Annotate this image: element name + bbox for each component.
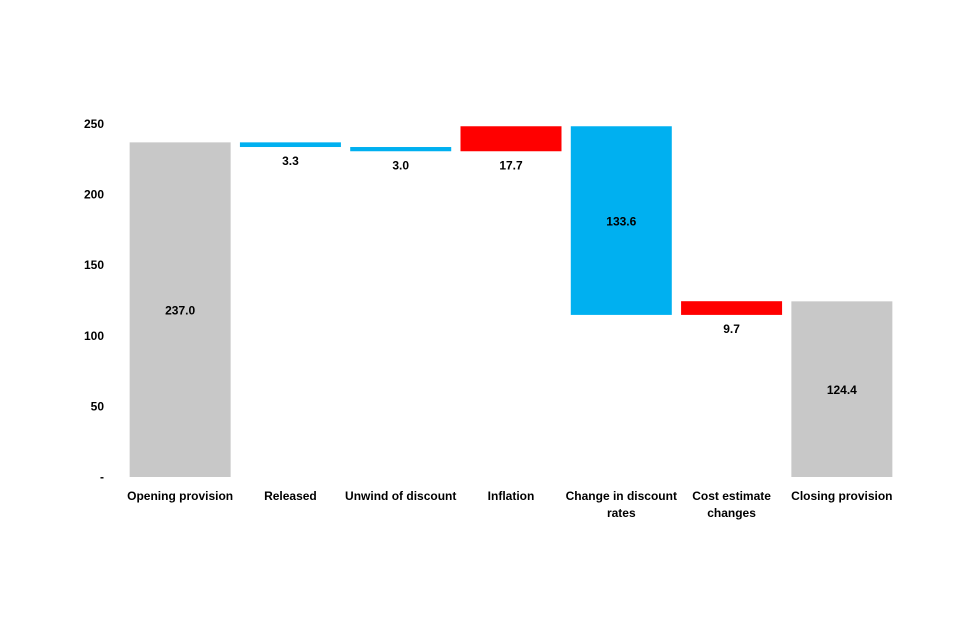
y-tick-label: 50	[91, 399, 105, 413]
category-label: Opening provision	[127, 489, 233, 503]
y-tick-label: -	[100, 470, 104, 484]
bar-total	[791, 301, 893, 477]
category-label: Unwind of discount	[345, 489, 456, 503]
data-label: 124.4	[827, 383, 857, 397]
bar-increase	[460, 126, 562, 152]
data-labels: 237.0 3.3 3.0 17.7 133.6 9.7 124.4	[165, 154, 857, 397]
y-tick-label: 250	[84, 117, 104, 131]
data-label: 17.7	[499, 158, 523, 172]
category-label: Cost estimate	[692, 489, 771, 503]
x-axis: Opening provision Released Unwind of disco…	[127, 489, 892, 520]
data-label: 3.0	[392, 158, 409, 172]
y-axis: - 50 100 150 200 250	[84, 117, 104, 484]
bar-decrease	[350, 147, 452, 152]
y-tick-label: 200	[84, 188, 104, 202]
category-label: rates	[607, 506, 636, 520]
bar-decrease	[570, 126, 672, 315]
category-label: Closing provision	[791, 489, 892, 503]
y-tick-label: 100	[84, 329, 104, 343]
category-label: Change in discount	[566, 489, 677, 503]
category-label: Inflation	[488, 489, 535, 503]
bar-decrease	[239, 142, 341, 148]
data-label: 237.0	[165, 304, 195, 318]
category-label: Released	[264, 489, 317, 503]
y-tick-label: 150	[84, 258, 104, 272]
category-label: changes	[707, 506, 756, 520]
data-label: 9.7	[723, 322, 740, 336]
data-label: 3.3	[282, 154, 299, 168]
bars	[129, 126, 893, 477]
data-label: 133.6	[606, 215, 636, 229]
bar-increase	[681, 301, 783, 315]
bar-total	[129, 142, 231, 477]
